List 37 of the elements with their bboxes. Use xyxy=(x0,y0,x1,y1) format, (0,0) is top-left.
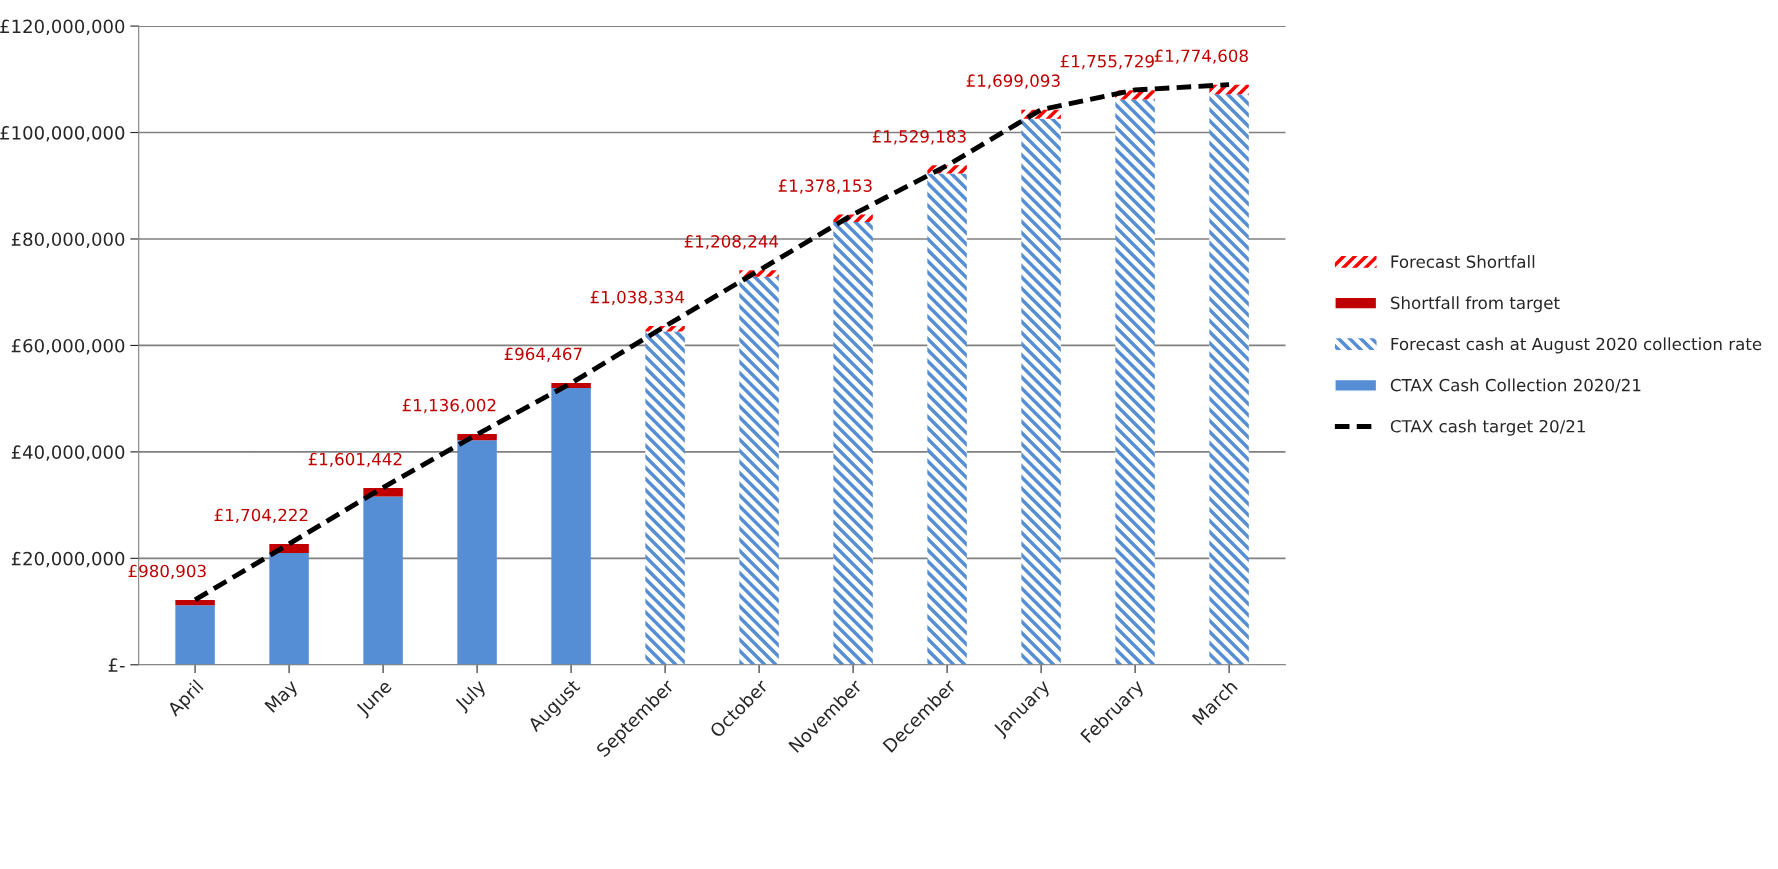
data-label: £1,774,608 xyxy=(1154,49,1248,64)
bar xyxy=(175,599,215,606)
bar xyxy=(833,221,873,665)
data-label: £1,601,442 xyxy=(308,452,402,468)
legend-label: CTAX Cash Collection 2020/21 xyxy=(1390,378,1641,393)
data-label: £1,704,222 xyxy=(214,508,308,523)
bar xyxy=(1115,99,1155,665)
bar xyxy=(363,496,403,665)
legend-label: Forecast cash at August 2020 collection rate xyxy=(1391,337,1762,354)
data-label: £964,467 xyxy=(504,347,582,362)
bar xyxy=(269,553,309,665)
y-tick-label: £120,000,000 xyxy=(0,19,125,36)
data-label: £1,038,334 xyxy=(590,290,685,306)
bar xyxy=(551,388,591,665)
data-label: £1,208,244 xyxy=(684,235,779,250)
bar xyxy=(175,605,215,665)
data-label: £1,136,002 xyxy=(402,398,496,414)
data-label: £1,529,183 xyxy=(872,130,966,145)
legend-label: Shortfall from target xyxy=(1391,296,1560,313)
y-tick-label: £80,000,000 xyxy=(11,232,125,248)
data-label: £1,755,729 xyxy=(1060,54,1154,70)
legend-label: CTAX cash target 20/21 xyxy=(1390,419,1585,436)
bar xyxy=(457,440,497,665)
bar xyxy=(1021,118,1061,665)
bar xyxy=(739,276,779,665)
y-tick-label: £40,000,000 xyxy=(11,445,125,461)
legend-label: Forecast Shortfall xyxy=(1391,255,1535,268)
bar xyxy=(645,331,685,665)
data-label: £1,699,093 xyxy=(966,74,1060,89)
data-label: £1,378,153 xyxy=(778,179,872,194)
bar xyxy=(1209,94,1249,665)
data-label: £980,903 xyxy=(128,564,206,579)
y-tick-label: £60,000,000 xyxy=(11,338,125,355)
y-tick-label: £20,000,000 xyxy=(11,551,125,568)
bar xyxy=(927,173,967,665)
y-tick-label: £100,000,000 xyxy=(0,125,125,142)
y-tick-label: £- xyxy=(108,658,125,672)
